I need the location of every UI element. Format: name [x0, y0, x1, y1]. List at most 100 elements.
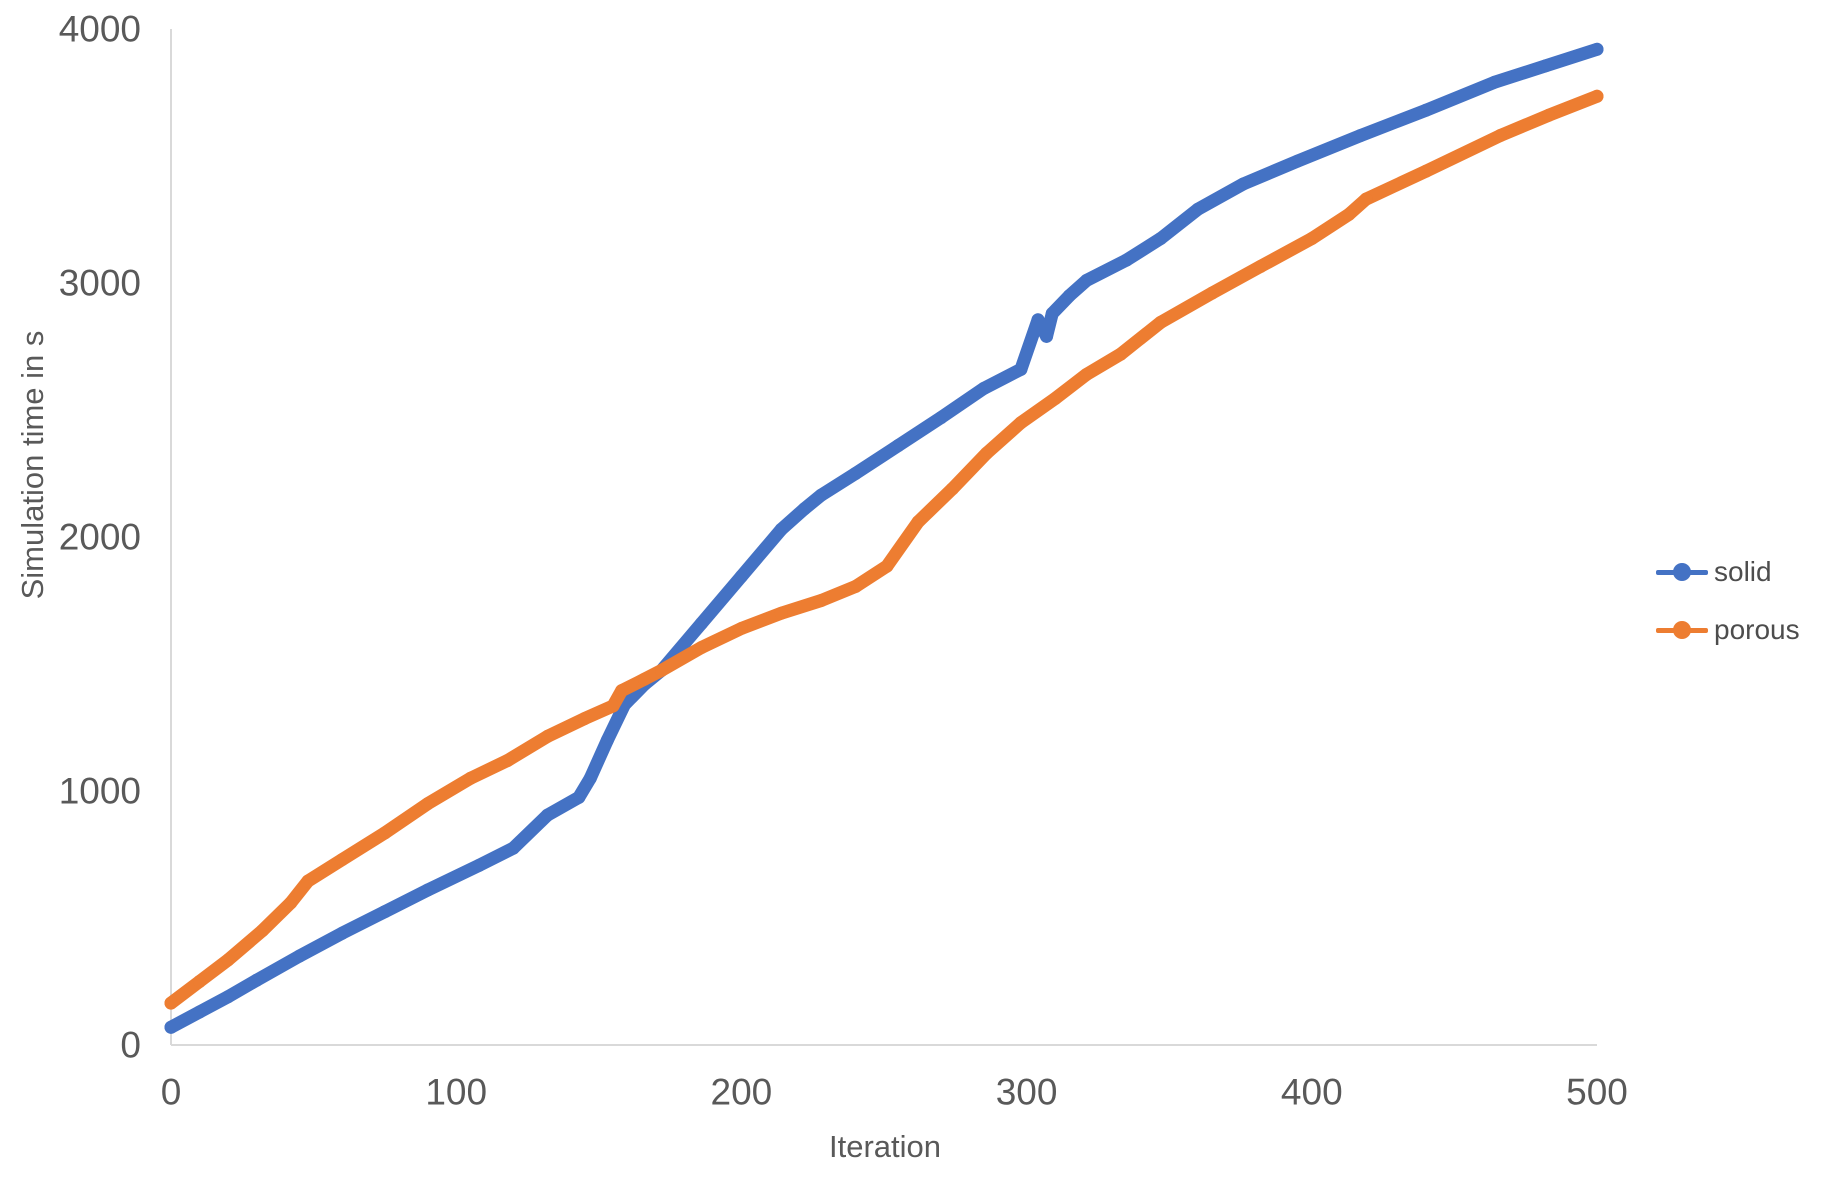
series-marker-solid	[1062, 289, 1076, 303]
x-axis-title: Iteration	[828, 1129, 942, 1164]
series-marker-solid	[1353, 129, 1367, 143]
series-marker-solid	[600, 733, 614, 747]
solid-line-marker-icon	[1656, 562, 1708, 582]
y-tick-label: 1000	[59, 771, 141, 812]
series-marker-porous	[1493, 129, 1507, 143]
series-marker-porous	[774, 606, 788, 620]
series-marker-solid	[1014, 362, 1028, 376]
series-marker-solid	[1031, 313, 1045, 327]
series-marker-solid	[164, 1020, 178, 1034]
legend-item-solid: solid	[1656, 556, 1772, 588]
series-line-solid	[164, 42, 1604, 1034]
y-axis-title: Simulation time in s	[15, 330, 50, 600]
series-marker-solid	[1539, 59, 1553, 73]
series-marker-porous	[1048, 392, 1062, 406]
series-marker-solid	[1040, 329, 1054, 343]
x-tick-label: 0	[161, 1072, 182, 1113]
series-marker-solid	[848, 467, 862, 480]
series-marker-solid	[891, 439, 905, 453]
series-marker-solid	[1236, 177, 1250, 191]
series-marker-porous	[1342, 207, 1356, 221]
series-marker-porous	[578, 712, 592, 726]
series-marker-porous	[1114, 347, 1128, 361]
series-marker-solid	[1590, 42, 1604, 56]
series-marker-solid	[1419, 103, 1433, 117]
series-marker-porous	[335, 853, 349, 867]
series-marker-porous	[734, 621, 748, 635]
x-tick-label: 300	[996, 1072, 1058, 1113]
y-tick-label: 0	[120, 1025, 141, 1066]
series-marker-porous	[880, 559, 894, 573]
series-marker-porous	[221, 953, 235, 967]
series-marker-solid	[1291, 154, 1305, 168]
series-marker-porous	[164, 996, 178, 1010]
series-marker-porous	[1590, 89, 1604, 103]
series-marker-solid	[292, 949, 306, 963]
series-marker-porous	[814, 594, 828, 607]
series-marker-solid	[506, 841, 520, 855]
series-marker-solid	[1079, 273, 1093, 287]
series-marker-solid	[583, 771, 597, 785]
series-marker-solid	[472, 858, 486, 872]
legend-item-porous: porous	[1656, 614, 1800, 646]
series-marker-solid	[572, 790, 586, 804]
series-marker-porous	[1305, 232, 1319, 246]
series-marker-solid	[1487, 75, 1501, 89]
series-marker-porous	[378, 826, 392, 840]
series-marker-solid	[694, 616, 708, 630]
y-tick-label: 4000	[59, 9, 141, 50]
y-tick-label: 3000	[59, 263, 141, 304]
series-marker-solid	[1045, 306, 1059, 320]
series-marker-porous	[637, 672, 651, 686]
series-marker-porous	[615, 684, 629, 698]
porous-line-marker-icon	[1656, 620, 1708, 640]
x-tick-label: 100	[425, 1072, 487, 1113]
series-marker-porous	[606, 699, 620, 713]
series-marker-porous	[540, 729, 554, 743]
series-marker-porous	[1359, 192, 1373, 206]
series-marker-porous	[911, 515, 925, 529]
legend-label-porous: porous	[1714, 614, 1800, 645]
series-marker-porous	[284, 896, 298, 910]
series-marker-solid	[797, 502, 811, 516]
series-marker-solid	[734, 569, 748, 583]
series-marker-porous	[1419, 164, 1433, 178]
series-marker-porous	[1205, 286, 1219, 300]
series-marker-solid	[540, 808, 554, 822]
series-marker-porous	[463, 771, 477, 785]
series-marker-porous	[301, 874, 315, 888]
series-marker-solid	[1154, 232, 1168, 246]
series-marker-porous	[1154, 315, 1168, 329]
x-tick-label: 500	[1566, 1072, 1628, 1113]
series-marker-solid	[335, 926, 349, 940]
series-marker-porous	[1079, 367, 1093, 381]
series-marker-solid	[193, 1005, 207, 1019]
series-marker-porous	[945, 482, 959, 496]
series-marker-solid	[250, 973, 264, 987]
x-tick-label: 400	[1281, 1072, 1343, 1113]
series-marker-porous	[1542, 108, 1556, 122]
series-marker-solid	[378, 905, 392, 919]
x-tick-label: 200	[711, 1072, 773, 1113]
series-marker-solid	[934, 411, 948, 425]
series-marker-solid	[977, 381, 991, 395]
series-marker-solid	[774, 522, 788, 536]
series-marker-porous	[980, 446, 994, 460]
series-marker-solid	[221, 990, 235, 1004]
series-marker-porous	[848, 580, 862, 594]
series-marker-porous	[501, 754, 515, 768]
legend-label-solid: solid	[1714, 556, 1772, 587]
y-tick-label: 2000	[59, 517, 141, 558]
series-marker-porous	[1014, 416, 1028, 430]
series-marker-solid	[1119, 253, 1133, 267]
series-marker-porous	[655, 663, 669, 677]
series-marker-porous	[421, 797, 435, 811]
series-line-porous	[164, 89, 1604, 1010]
series-marker-solid	[1191, 202, 1205, 216]
series-marker-porous	[255, 924, 269, 938]
series-marker-solid	[814, 488, 828, 502]
series-marker-porous	[694, 640, 708, 654]
series-marker-solid	[421, 883, 435, 897]
